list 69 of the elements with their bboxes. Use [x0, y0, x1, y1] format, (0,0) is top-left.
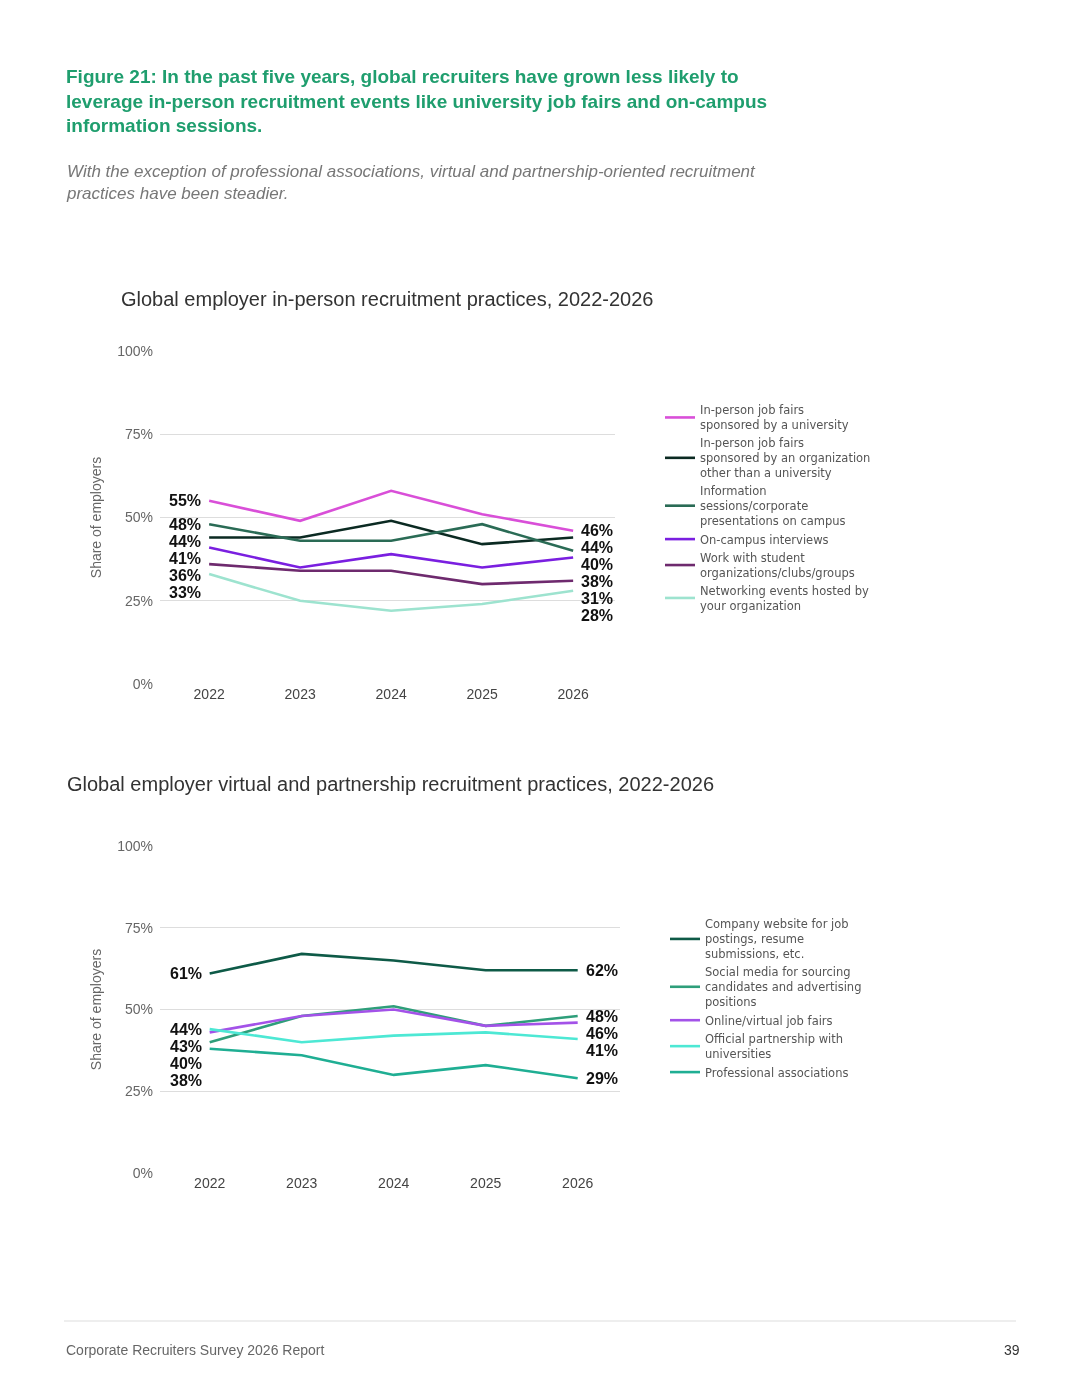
- data-label: 44%: [170, 1021, 203, 1038]
- line-series: [208, 952, 579, 975]
- y-tick-label: 50%: [124, 1001, 153, 1018]
- caption: Figure 21: In the past five years, global recruiters have grown less likely to leverage in-person recruitment events like university job fairs and on-campus information sessions.: [66, 66, 768, 137]
- data-label: 41%: [586, 1042, 619, 1059]
- y-tick-label: 25%: [124, 592, 153, 609]
- data-label: 40%: [581, 556, 614, 573]
- data-label: 46%: [586, 1025, 619, 1042]
- x-tick-label: 2024: [375, 686, 407, 702]
- line-series: [207, 546, 575, 569]
- legend-label: Professional associations: [705, 1065, 849, 1080]
- x-tick-label: 2026: [562, 1175, 594, 1191]
- legend-label: Work with student organizations/clubs/groups: [700, 551, 855, 581]
- line-series: [208, 1047, 579, 1080]
- data-label: 40%: [170, 1055, 203, 1072]
- y-axis-title: Share of employers: [87, 456, 104, 579]
- legend-label: Social media for sourcing candidates and advertising positions: [705, 965, 862, 1010]
- data-label: 38%: [581, 573, 614, 590]
- data-label: 41%: [169, 550, 202, 567]
- y-axis-title: Share of employers: [87, 948, 104, 1071]
- x-tick-label: 2024: [378, 1175, 410, 1191]
- y-tick-label: 75%: [124, 919, 153, 936]
- data-label: 44%: [169, 533, 202, 550]
- legend-label: Company website for job postings, resume submissions, etc.: [705, 917, 849, 962]
- data-label: 44%: [581, 539, 614, 556]
- text: 39: [1004, 1342, 1020, 1358]
- x-tick-label: 2025: [470, 1175, 502, 1191]
- legend-label: Information sessions/corporate presentations on campus: [700, 484, 846, 529]
- data-label: 61%: [170, 965, 203, 982]
- data-label: 28%: [581, 607, 614, 624]
- legend-label: In-person job fairs sponsored by an organization other than a university: [700, 436, 871, 481]
- x-tick-label: 2025: [466, 686, 498, 702]
- legend-label: Networking events hosted by your organization: [700, 583, 870, 613]
- legend-label: On-campus interviews: [700, 532, 829, 547]
- data-label: 36%: [169, 567, 202, 584]
- y-tick-label: 0%: [132, 675, 153, 692]
- x-tick-label: 2022: [194, 1175, 226, 1191]
- chart-title: Global employer in-person recruitment practices, 2022-2026: [121, 288, 654, 310]
- data-label: 33%: [169, 584, 202, 601]
- line-series: [207, 562, 575, 586]
- data-label: 29%: [586, 1070, 619, 1087]
- y-tick-label: 75%: [124, 426, 153, 443]
- line-series: [207, 572, 575, 613]
- data-label: 43%: [170, 1038, 203, 1055]
- legend-label: Online/virtual job fairs: [705, 1013, 833, 1028]
- line-series: [208, 1027, 579, 1044]
- x-tick-label: 2023: [284, 686, 316, 702]
- x-tick-label: 2022: [193, 686, 225, 702]
- data-label: 48%: [586, 1008, 619, 1025]
- y-tick-label: 25%: [124, 1083, 153, 1100]
- y-tick-label: 0%: [132, 1164, 153, 1181]
- data-label: 38%: [170, 1072, 203, 1089]
- data-label: 48%: [169, 516, 202, 533]
- line-series: [207, 489, 575, 533]
- chart-title: Global employer virtual and partnership recruitment practices, 2022-2026: [67, 773, 715, 795]
- y-tick-label: 100%: [117, 837, 153, 854]
- line-series: [208, 1008, 579, 1034]
- data-label: 55%: [169, 492, 202, 509]
- y-tick-label: 50%: [124, 509, 153, 526]
- x-tick-label: 2023: [286, 1175, 318, 1191]
- x-tick-label: 2026: [557, 686, 589, 702]
- legend-label: Official partnership with universities: [705, 1032, 844, 1062]
- text: Corporate Recruiters Survey 2026 Report: [66, 1342, 325, 1358]
- legend-label: In-person job fairs sponsored by a university: [700, 403, 849, 433]
- data-label: 31%: [581, 590, 614, 607]
- text: With the exception of professional associations, virtual and partnership-oriented recruitment practices have been steadier.: [66, 162, 757, 204]
- data-label: 62%: [586, 962, 619, 979]
- y-tick-label: 100%: [117, 342, 153, 359]
- data-label: 46%: [581, 522, 614, 539]
